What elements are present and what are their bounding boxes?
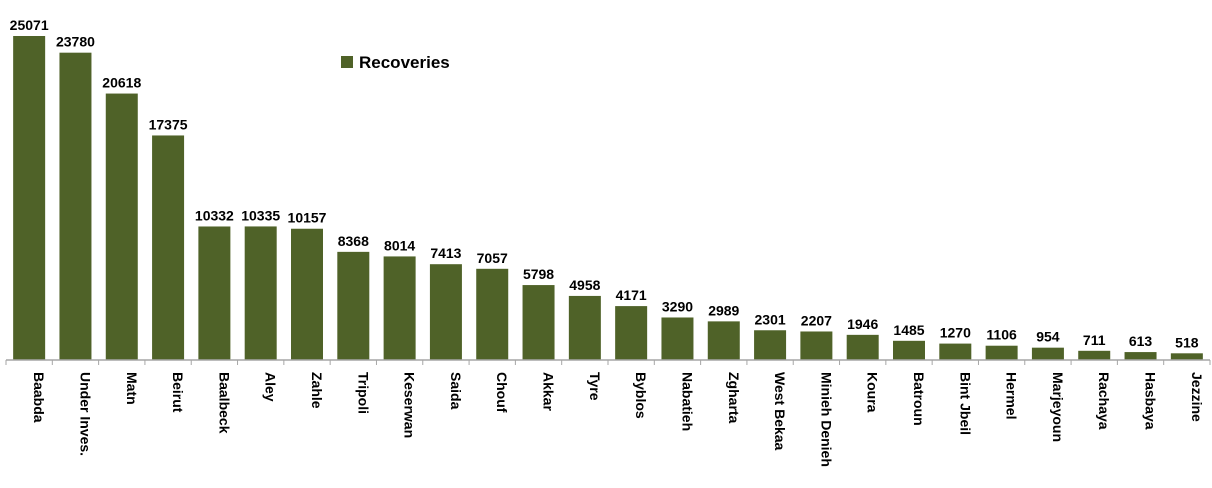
data-label: 1270 xyxy=(940,325,971,341)
bar-byblos xyxy=(615,306,648,360)
bar-zahle xyxy=(291,228,323,360)
bar-marjeyoun xyxy=(1031,347,1064,360)
category-label: Akkar xyxy=(541,372,557,411)
bar-minieh-denieh xyxy=(800,331,833,360)
category-label: Baalbeck xyxy=(216,372,232,434)
category-label: West Bekaa xyxy=(772,372,788,451)
data-label: 25071 xyxy=(10,17,49,33)
bar-akkar xyxy=(522,285,555,360)
bar-keserwan xyxy=(383,256,416,360)
data-label: 10332 xyxy=(195,207,234,223)
data-label: 7413 xyxy=(430,245,461,261)
category-label: Hasbaya xyxy=(1143,372,1159,430)
data-label: 613 xyxy=(1129,333,1153,349)
data-label: 10335 xyxy=(241,207,280,223)
category-label: Nabatieh xyxy=(679,372,695,431)
data-label: 8368 xyxy=(338,233,369,249)
category-label: Zgharta xyxy=(726,372,742,424)
category-label: Rachaya xyxy=(1096,372,1112,430)
bar-saida xyxy=(429,264,462,360)
category-label: Baabda xyxy=(31,372,47,423)
bar-hermel xyxy=(985,345,1018,360)
category-label: Tripoli xyxy=(355,372,371,414)
category-label: Chouf xyxy=(494,372,510,413)
x-axis-category-labels: Baabda Under Inves. Matn Beirut Baalbeck Aley… xyxy=(31,372,1205,467)
data-label: 4958 xyxy=(569,277,600,293)
bar-under-inves xyxy=(59,52,92,361)
category-label: Koura xyxy=(865,372,881,413)
data-label: 10157 xyxy=(288,210,327,226)
data-label: 4171 xyxy=(616,287,647,303)
category-label: Tyre xyxy=(587,372,603,401)
data-label: 518 xyxy=(1175,334,1199,350)
legend: Recoveries xyxy=(341,53,450,72)
data-label: 1946 xyxy=(847,316,878,332)
data-label: 711 xyxy=(1083,332,1106,348)
data-label: 1106 xyxy=(986,327,1017,343)
bar-batroun xyxy=(893,340,925,360)
category-label: Zahle xyxy=(309,372,325,409)
bar-tripoli xyxy=(337,251,370,360)
data-label: 2301 xyxy=(755,311,786,327)
category-label: Matn xyxy=(124,372,140,405)
category-label: Marjeyoun xyxy=(1050,372,1066,442)
bar-west-bekaa xyxy=(754,330,787,360)
data-label: 5798 xyxy=(523,266,554,282)
bar-nabatieh xyxy=(661,317,694,360)
category-label: Keserwan xyxy=(402,372,418,438)
bar-tyre xyxy=(568,295,601,360)
bar-baabda xyxy=(13,36,46,360)
legend-swatch xyxy=(341,56,353,68)
data-label: 23780 xyxy=(56,34,95,50)
category-label: Aley xyxy=(263,372,279,402)
category-label: Batroun xyxy=(911,372,927,426)
data-label: 2989 xyxy=(708,302,739,318)
bar-rachaya xyxy=(1078,350,1111,360)
category-label: Bint Jbeil xyxy=(957,372,973,435)
bar-matn xyxy=(105,93,138,361)
data-label: 7057 xyxy=(477,250,508,266)
category-label: Beirut xyxy=(170,372,186,413)
bar-chouf xyxy=(476,268,509,360)
data-label: 8014 xyxy=(384,237,415,253)
bar-baalbeck xyxy=(198,226,231,360)
category-label: Byblos xyxy=(633,372,649,419)
bar-bint-jbeil xyxy=(939,343,972,360)
value-labels-layer: 25071 23780 20618 17375 10332 10335 10157 8368 8… xyxy=(10,17,1199,350)
category-label: Jezzine xyxy=(1189,372,1205,422)
x-axis-ticks xyxy=(5,360,1211,365)
bar-koura xyxy=(846,334,879,360)
bar-beirut xyxy=(152,135,185,360)
category-label: Minieh Denieh xyxy=(818,372,834,467)
category-label: Saida xyxy=(448,372,464,410)
bars-layer xyxy=(13,36,1203,361)
bar-zgharta xyxy=(707,321,740,360)
data-label: 20618 xyxy=(102,75,141,91)
data-label: 3290 xyxy=(662,298,693,314)
data-label: 2207 xyxy=(801,312,832,328)
category-label: Hermel xyxy=(1004,372,1020,419)
bar-aley xyxy=(244,226,277,360)
category-label: Under Inves. xyxy=(77,372,93,456)
data-label: 1485 xyxy=(893,322,924,338)
data-label: 17375 xyxy=(149,116,188,132)
bar-jezzine xyxy=(1170,353,1203,360)
data-label: 954 xyxy=(1036,329,1060,345)
legend-label: Recoveries xyxy=(359,53,450,72)
bar-hasbaya xyxy=(1124,352,1157,360)
